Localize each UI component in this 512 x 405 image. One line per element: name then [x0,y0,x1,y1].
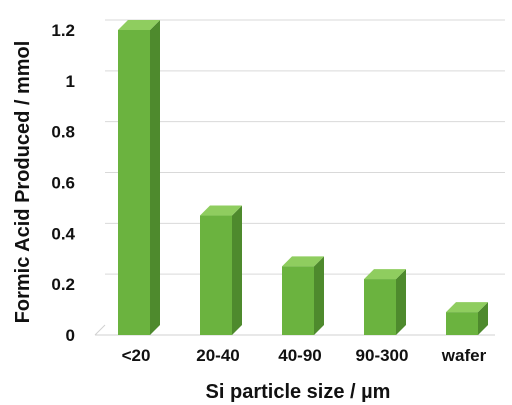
y-tick-label: 0.2 [51,275,75,294]
floor-edge [94,324,106,336]
bar-front [118,30,150,335]
bar-front [364,279,396,335]
bar-side [396,269,406,335]
bar-front [200,215,232,335]
bar [364,269,406,335]
x-tick-label: wafer [441,346,487,365]
y-tick-label: 0 [66,326,75,345]
y-tick-label: 0.4 [51,224,75,243]
bar-top [446,302,488,313]
bar-top [200,205,242,216]
bar-side [478,302,488,335]
y-tick-label: 1.2 [51,21,75,40]
x-tick-label: 40-90 [278,346,321,365]
bars [118,20,488,335]
bar [282,256,324,335]
bar-side [150,20,160,335]
bar-top [118,20,160,30]
y-axis-label: Formic Acid Produced / mmol [12,41,34,324]
x-axis-ticks: <20 20-40 40-90 90-300 wafer [122,346,487,365]
bar-front [446,312,478,335]
gridlines [94,19,505,336]
bar-top [282,256,324,267]
x-axis-label: Si particle size / µm [206,381,391,403]
x-tick-label: 90-300 [356,346,409,365]
x-tick-label: <20 [122,346,151,365]
y-axis-ticks: 0 0.2 0.4 0.6 0.8 1 1.2 [51,21,75,345]
y-tick-label: 0.8 [51,123,75,142]
bar [118,20,160,335]
bar-front [282,266,314,335]
bar-top [364,269,406,280]
bar [200,205,242,335]
bar-side [314,256,324,335]
y-tick-label: 0.6 [51,174,75,193]
x-tick-label: 20-40 [196,346,239,365]
y-tick-label: 1 [66,72,75,91]
bar-side [232,205,242,335]
bar [446,302,488,335]
